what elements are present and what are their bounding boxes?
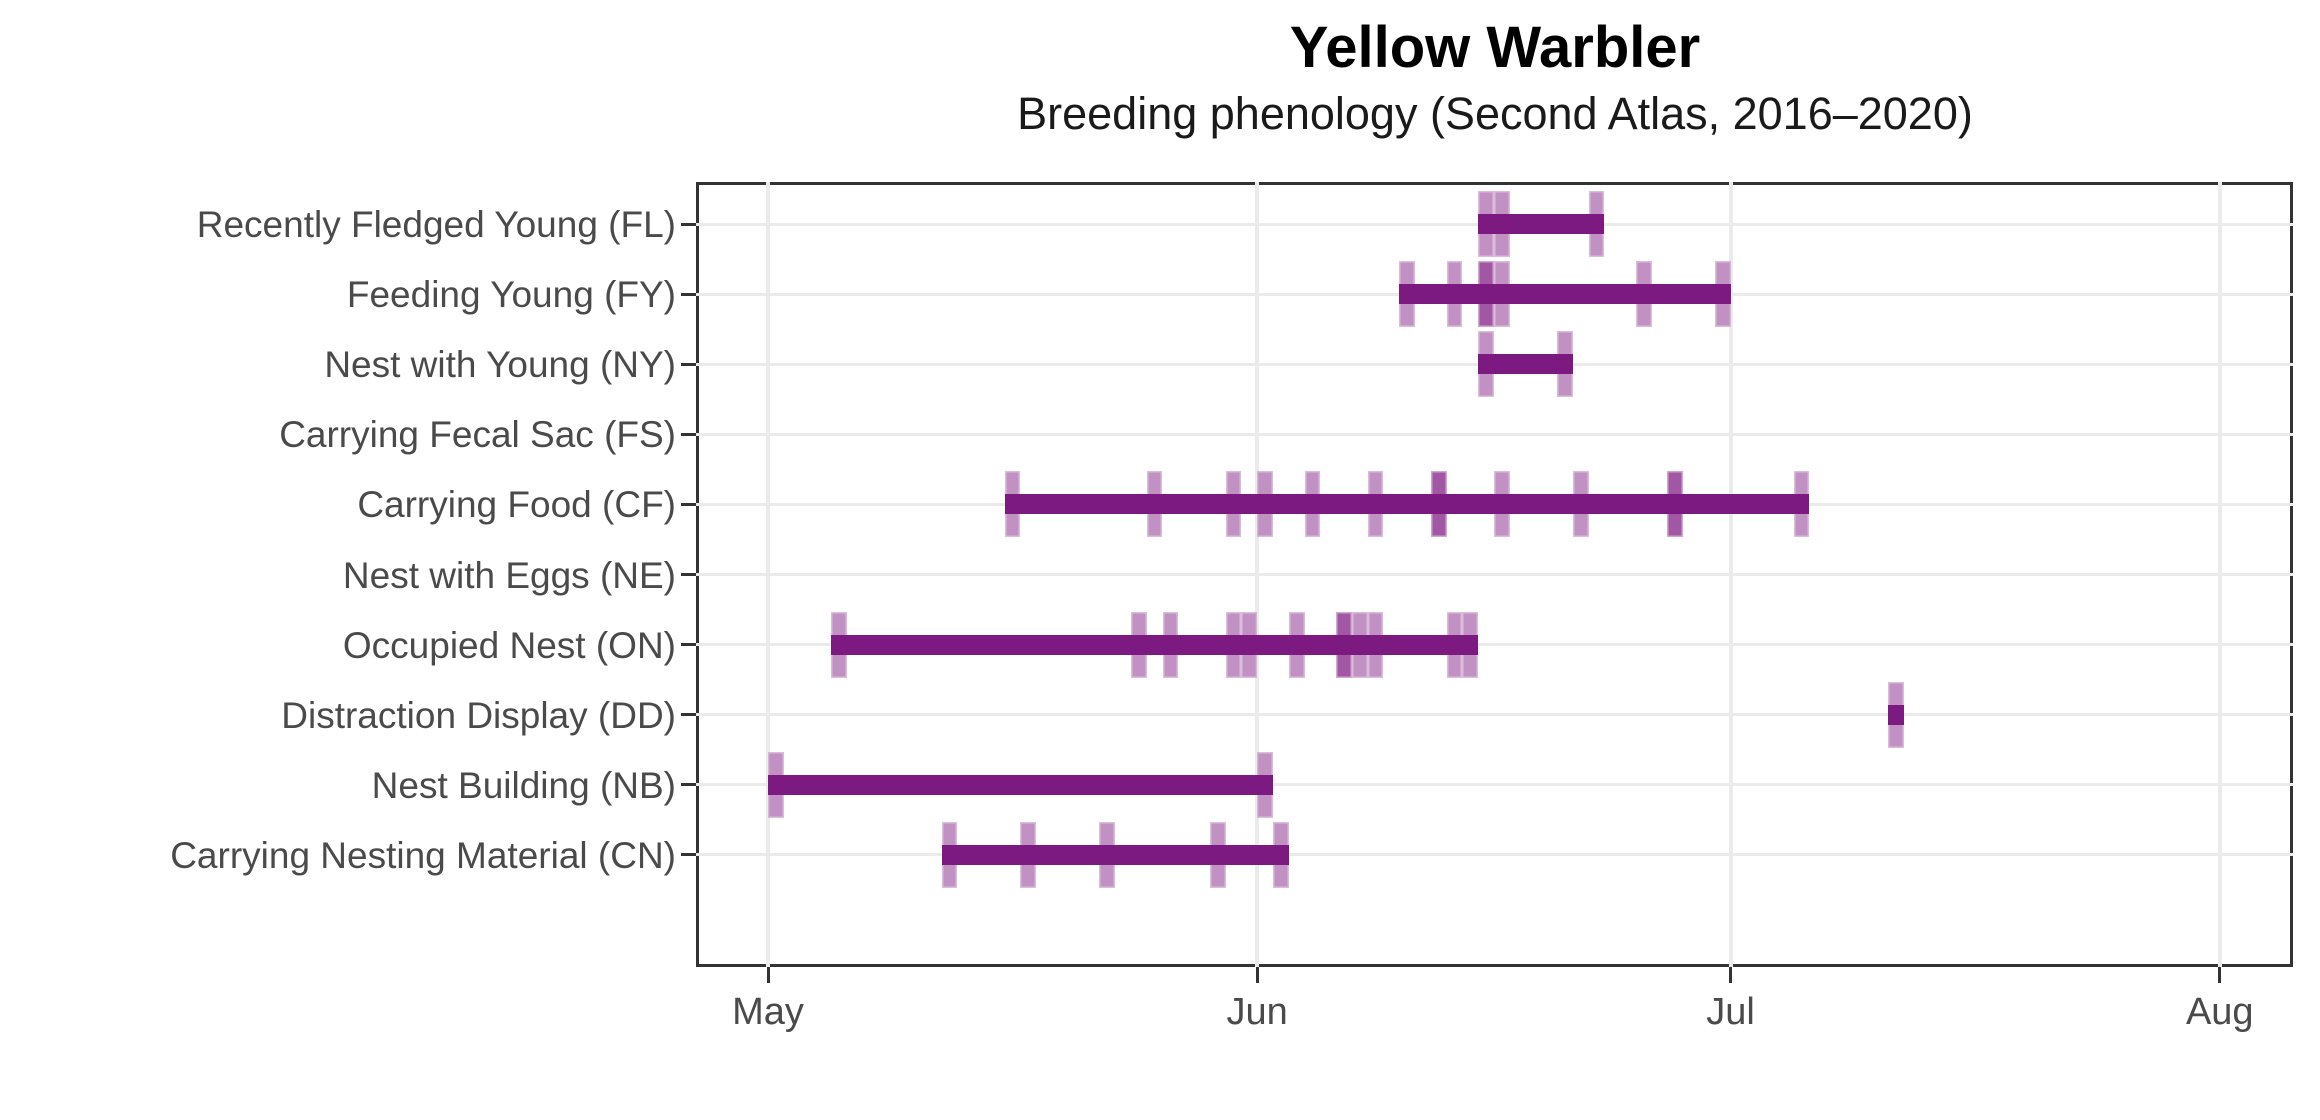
month-label: May [732, 991, 804, 1033]
y-axis-tick [681, 502, 696, 506]
row-label: Occupied Nest (ON) [342, 624, 676, 666]
y-axis-tick [681, 292, 696, 296]
row-gridline [696, 783, 2293, 787]
y-axis-tick [681, 713, 696, 717]
range-bar [1478, 354, 1573, 375]
range-bar [1399, 284, 1731, 305]
month-label: Jun [1226, 991, 1288, 1033]
row-gridline [696, 853, 2293, 857]
row-gridline [696, 643, 2293, 647]
y-axis-tick [681, 853, 696, 857]
x-axis-tick [2218, 967, 2222, 983]
y-axis-tick [681, 222, 696, 226]
plot-title: Yellow Warbler [1289, 15, 1701, 80]
row-label: Nest with Eggs (NE) [342, 554, 676, 596]
row-gridline [696, 713, 2293, 717]
row-label: Nest with Young (NY) [324, 344, 676, 386]
range-bar [768, 774, 1273, 795]
y-axis-tick [681, 432, 696, 436]
row-label: Feeding Young (FY) [346, 274, 676, 316]
row-label: Nest Building (NB) [371, 764, 676, 806]
row-gridline [696, 573, 2293, 576]
range-bar [1888, 704, 1905, 725]
month-label: Aug [2185, 991, 2254, 1033]
y-axis-tick [681, 643, 696, 647]
y-axis-tick [681, 362, 696, 366]
x-axis-tick [766, 967, 770, 983]
y-axis-tick [681, 573, 696, 576]
row-label: Carrying Fecal Sac (FS) [279, 414, 676, 456]
range-bar [1478, 214, 1605, 235]
x-axis-tick [1729, 967, 1733, 983]
x-axis-tick [1255, 967, 1259, 983]
y-axis-tick [681, 783, 696, 787]
plot-subtitle: Breeding phenology (Second Atlas, 2016–2… [1017, 88, 1973, 139]
row-label: Carrying Food (CF) [357, 484, 676, 526]
range-bar [941, 844, 1289, 865]
row-label: Carrying Nesting Material (CN) [170, 834, 676, 876]
row-label: Distraction Display (DD) [281, 694, 676, 736]
row-label: Recently Fledged Young (FL) [196, 204, 676, 246]
month-label: Jul [1706, 991, 1755, 1033]
row-gridline [696, 432, 2293, 436]
range-bar [1004, 494, 1810, 515]
range-bar [831, 634, 1479, 655]
